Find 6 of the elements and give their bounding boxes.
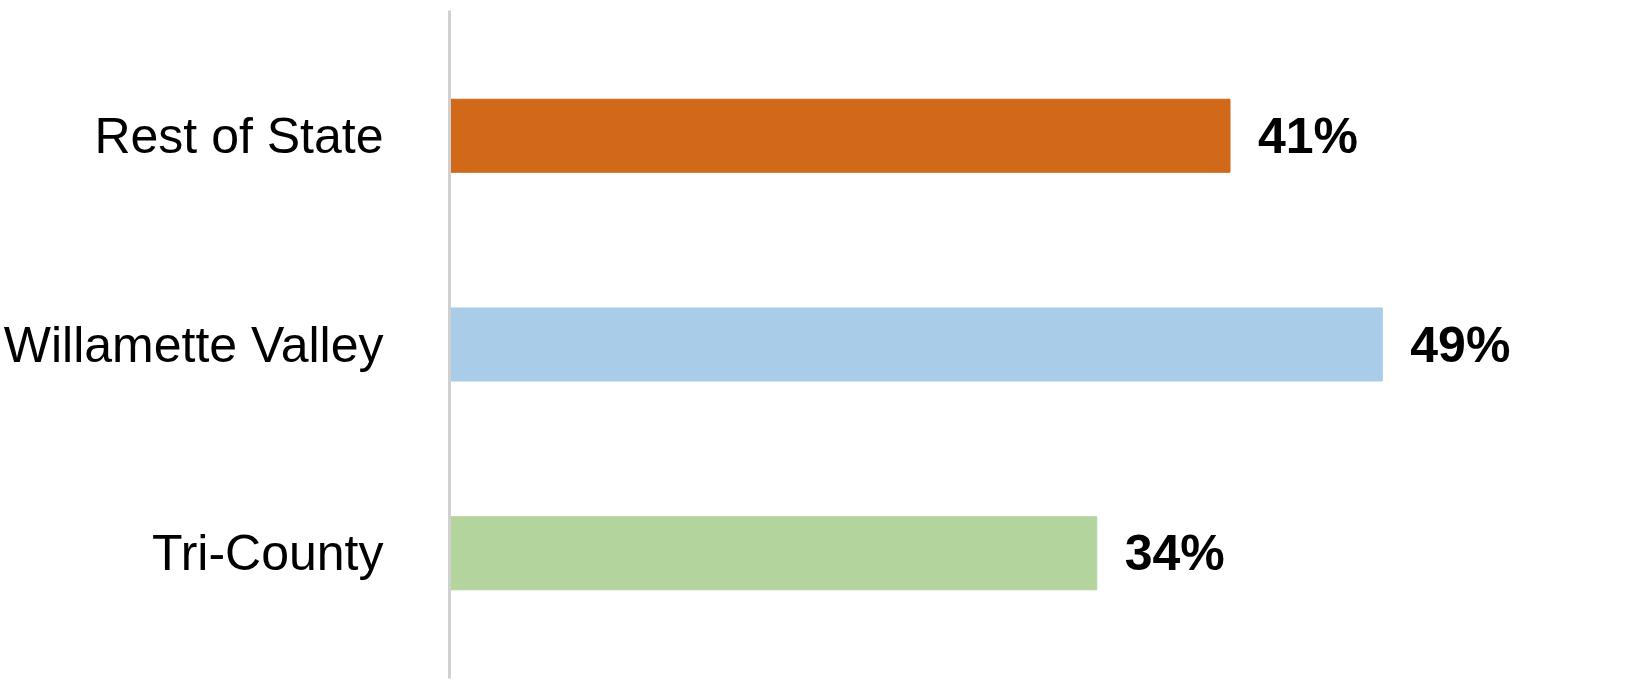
y-tick-label: Tri-County [151, 525, 384, 582]
data-label: 49% [1410, 316, 1511, 373]
data-label: 34% [1124, 525, 1225, 582]
y-tick-label: Rest of State [94, 107, 384, 164]
y-tick-label: Willamette Valley [3, 316, 384, 373]
data-label: 41% [1258, 107, 1359, 164]
